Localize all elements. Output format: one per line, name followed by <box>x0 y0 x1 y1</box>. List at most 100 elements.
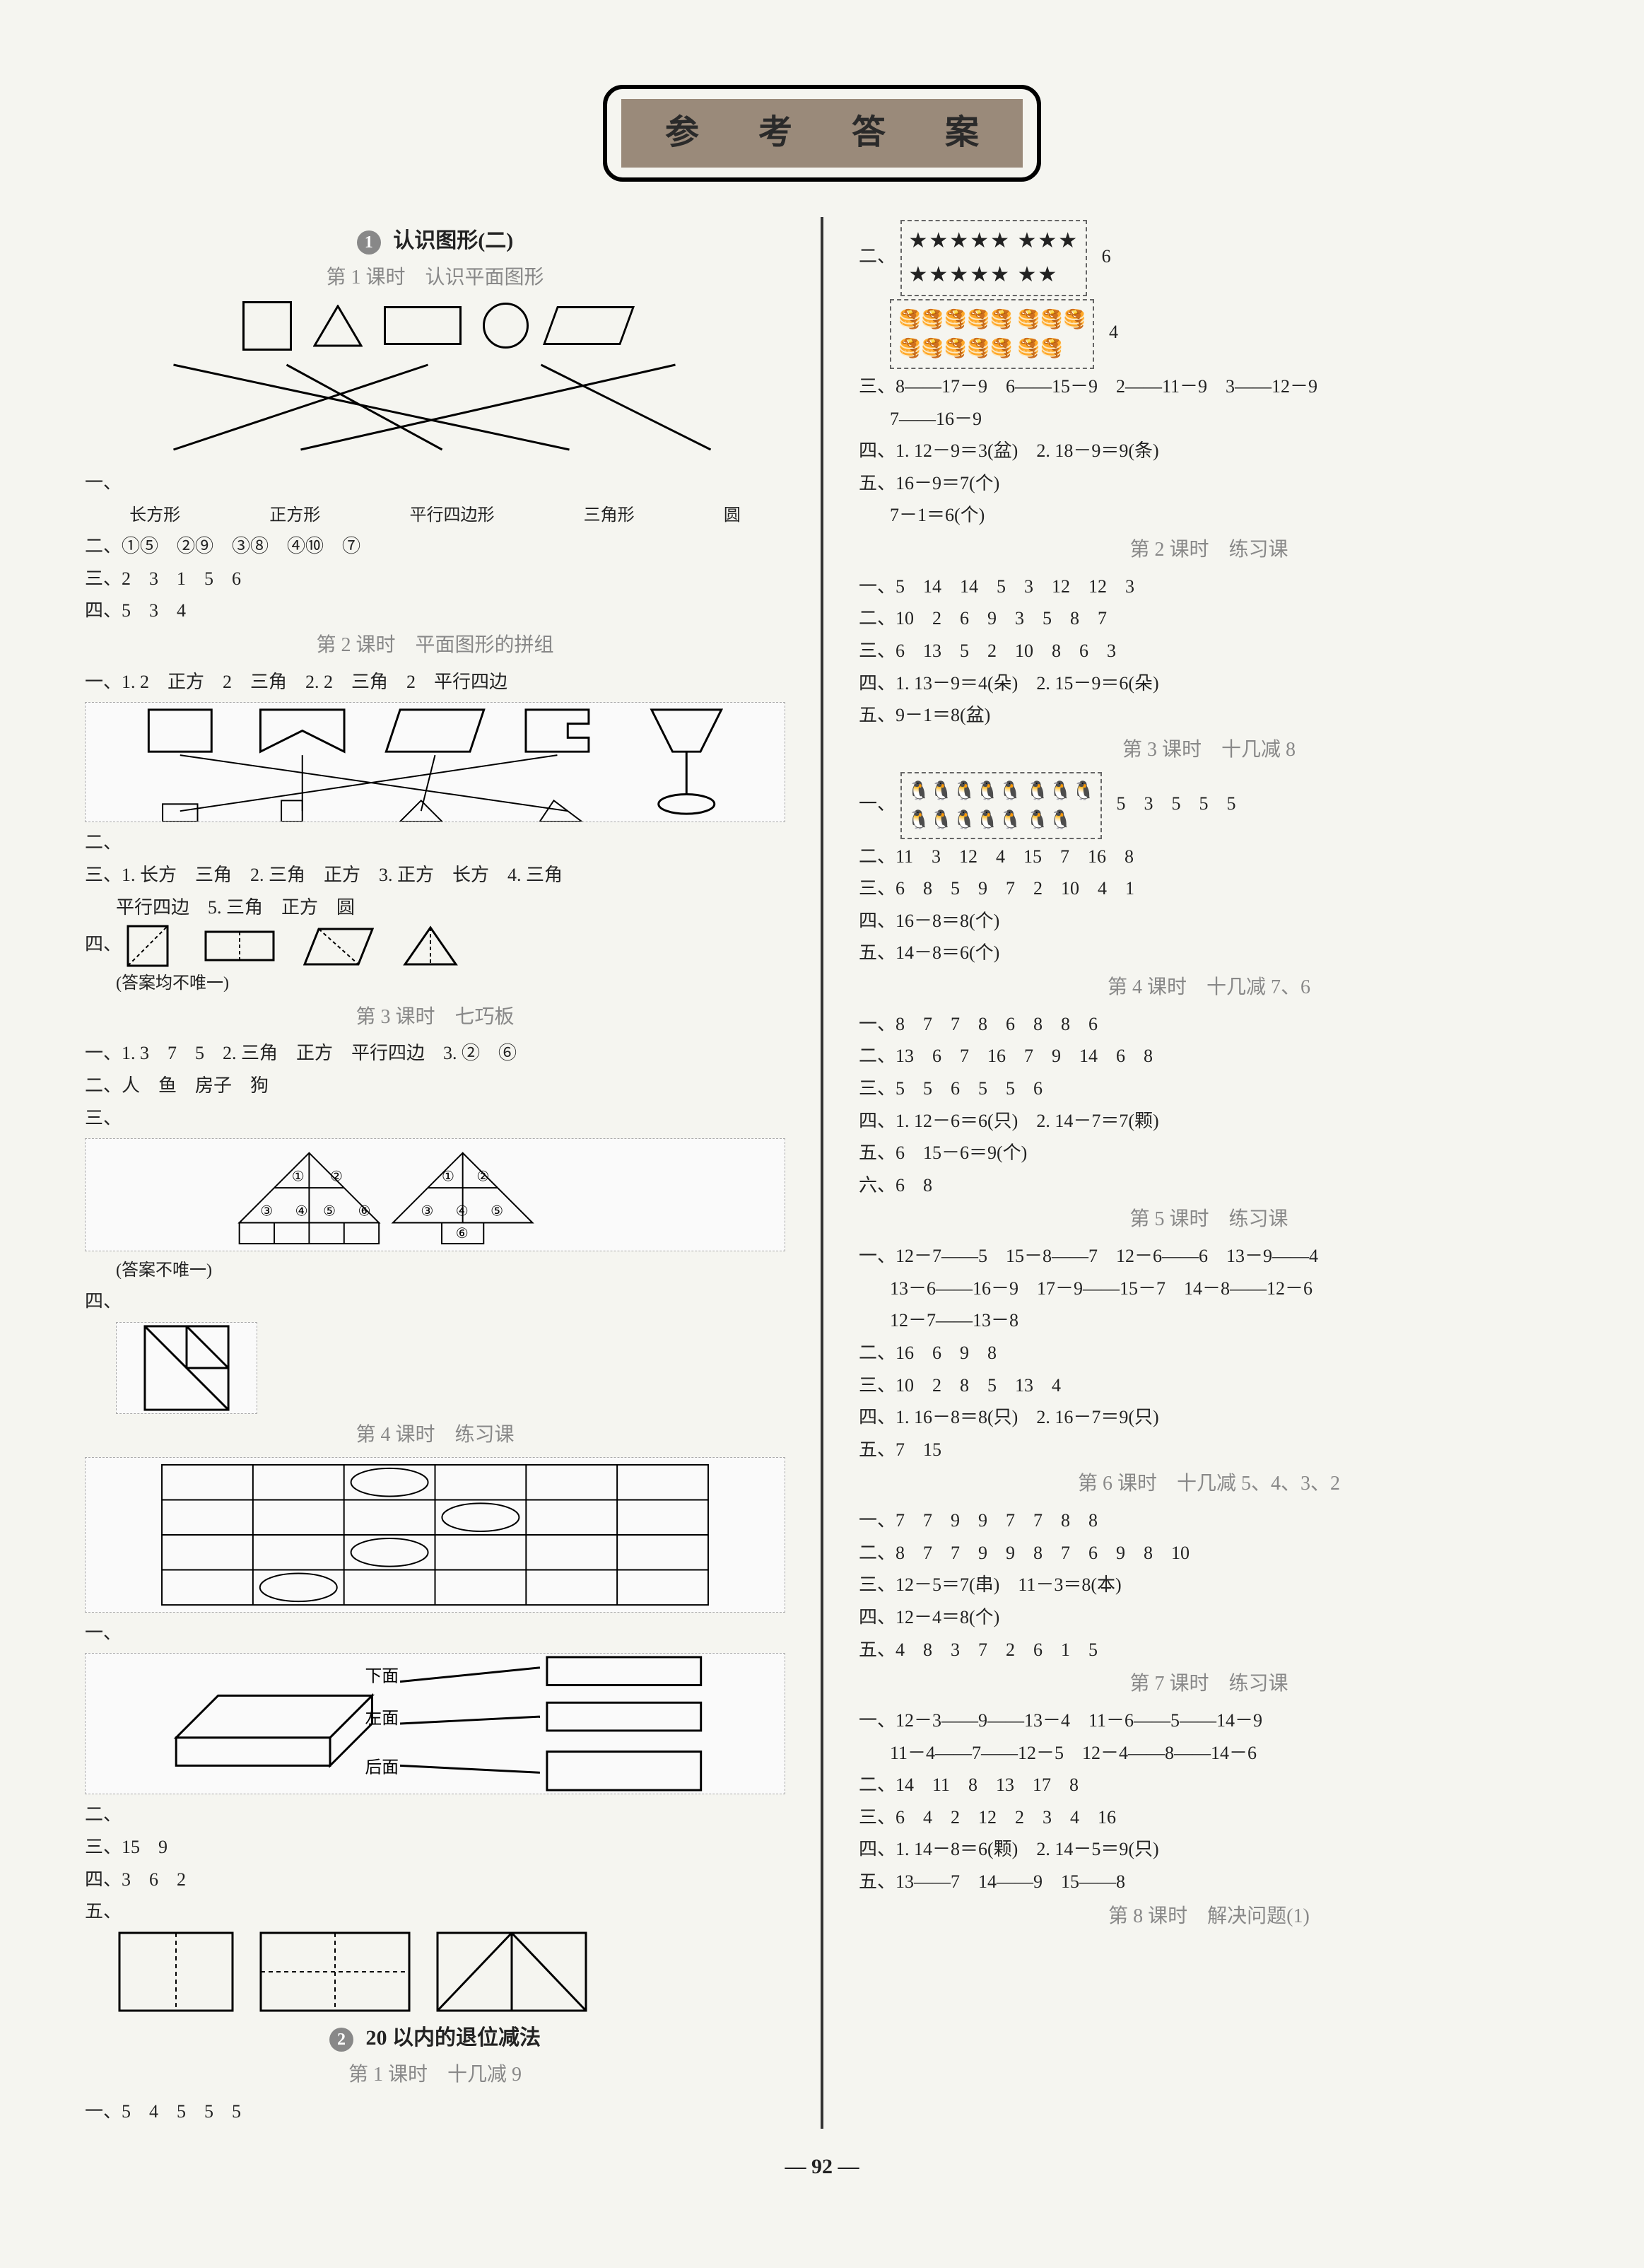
split-rect-icon <box>204 925 275 967</box>
page-number: — 92 — <box>85 2150 1559 2184</box>
svg-text:③: ③ <box>421 1204 434 1220</box>
answer-line: 7——16－9 <box>859 404 1559 434</box>
answer-line: 四、1. 13－9＝4(朵) 2. 15－9＝6(朵) <box>859 669 1559 698</box>
svg-text:④: ④ <box>456 1204 469 1220</box>
answer-line: 二、10 2 6 9 3 5 8 7 <box>859 604 1559 633</box>
shape-match-diagram <box>85 702 785 822</box>
answer-line: 二、14 11 8 13 17 8 <box>859 1770 1559 1800</box>
answer-line: 二、16 6 9 8 <box>859 1338 1559 1368</box>
answer-prefix-1: 一、 <box>85 468 785 498</box>
answer-line: 一、8 7 7 8 6 8 8 6 <box>859 1010 1559 1039</box>
fold-1 <box>116 1929 236 2014</box>
fold-diagrams <box>116 1929 785 2014</box>
shape-top-row <box>85 301 785 351</box>
label: 正方形 <box>269 502 320 529</box>
lesson-5: 第 1 课时 十几减 9 <box>85 2059 785 2091</box>
answer-line: 二、人 鱼 房子 狗 <box>85 1071 785 1101</box>
fold-2 <box>257 1929 413 2014</box>
answer-line: 二、8 7 7 9 9 8 7 6 9 8 10 <box>859 1538 1559 1568</box>
shape-labels: 长方形 正方形 平行四边形 三角形 圆 <box>85 502 785 529</box>
split-para-icon <box>303 925 374 967</box>
lesson-8: 第 4 课时 十几减 7、6 <box>859 972 1559 1004</box>
answer-line: 一、1. 3 7 5 2. 三角 正方 平行四边 3. ② ⑥ <box>85 1039 785 1068</box>
answer-line: 平行四边 5. 三角 正方 圆 <box>85 893 785 923</box>
stars-row: ★★★★★ ★★★ <box>909 229 1079 252</box>
answer-line: 三、 <box>85 1104 785 1133</box>
lesson-12: 第 8 课时 解决问题(1) <box>859 1901 1559 1933</box>
chapter-1-heading: 1 认识图形(二) <box>85 224 785 258</box>
svg-text:②: ② <box>477 1169 490 1184</box>
answer-line: 四、1. 12－6＝6(只) 2. 14－7＝7(颗) <box>859 1106 1559 1136</box>
label: 平行四边形 <box>409 502 494 529</box>
answer-line: 三、8——17－9 6——15－9 2——11－9 3——12－9 <box>859 372 1559 402</box>
answer-line: 四、5 3 4 <box>85 596 785 626</box>
prefix: 一、 <box>859 793 896 814</box>
answer-line: 三、6 13 5 2 10 8 6 3 <box>859 636 1559 666</box>
answer-prefix-2: 二、 <box>85 828 785 858</box>
lesson-7: 第 3 课时 十几减 8 <box>859 735 1559 766</box>
answer-line: 一、7 7 9 9 7 7 8 8 <box>859 1506 1559 1536</box>
answer-line: 四、 <box>85 1287 785 1316</box>
tangram-diagram: ①② ③④ ⑤⑥ ①② ③④ ⑤ ⑥ <box>85 1138 785 1251</box>
answer-line: 三、2 3 1 5 6 <box>85 564 785 594</box>
svg-text:①: ① <box>442 1169 454 1184</box>
answer-prefix: 一、 <box>85 1618 785 1648</box>
answer-line: 二、11 3 12 4 15 7 16 8 <box>859 842 1559 872</box>
content-columns: 1 认识图形(二) 第 1 课时 认识平面图形 一、 长方形 正方形 平行四边形 <box>85 217 1559 2129</box>
chapter-2-heading: 2 20 以内的退位减法 <box>85 2021 785 2055</box>
svg-text:②: ② <box>330 1169 343 1184</box>
answer-line: 五、7 15 <box>859 1435 1559 1465</box>
svg-text:⑥: ⑥ <box>456 1226 469 1241</box>
square-icon <box>242 301 292 351</box>
answer-line: 三、6 4 2 12 2 3 4 16 <box>859 1803 1559 1832</box>
svg-text:④: ④ <box>295 1204 308 1220</box>
lesson-11: 第 7 课时 练习课 <box>859 1668 1559 1700</box>
answer-line: 三、5 5 6 5 5 6 <box>859 1074 1559 1104</box>
lesson-2: 第 2 课时 平面图形的拼组 <box>85 630 785 662</box>
answer-line: 三、12－5＝7(串) 11－3＝8(本) <box>859 1570 1559 1600</box>
answer-line: 一、5 4 5 5 5 <box>85 2097 785 2127</box>
answer-line: 一、1. 2 正方 2 三角 2. 2 三角 2 平行四边 <box>85 667 785 697</box>
parallelogram-icon <box>543 306 635 345</box>
count: 4 <box>1109 322 1118 342</box>
answer-line: 五、16－9＝7(个) <box>859 469 1559 498</box>
answer-line: 三、15 9 <box>85 1832 785 1862</box>
page-title: 参 考 答 案 <box>621 99 1023 168</box>
answer-line: 五、4 8 3 7 2 6 1 5 <box>859 1635 1559 1665</box>
chapter-2-title: 20 以内的退位减法 <box>366 2026 541 2050</box>
box-faces-diagram: 下面 左面 后面 <box>85 1653 785 1794</box>
answer-line: 二、13 6 7 16 7 9 14 6 8 <box>859 1041 1559 1071</box>
answer-line: 13－6——16－9 17－9——15－7 14－8——12－6 <box>859 1274 1559 1304</box>
answer-prefix: 二、 <box>85 1800 785 1830</box>
answer-line: 六、6 8 <box>859 1171 1559 1200</box>
face-label: 后面 <box>365 1758 399 1777</box>
answer-line: 一、12－7——5 15－8——7 12－6——6 13－9——4 <box>859 1241 1559 1271</box>
coins-row: 🥞🥞🥞🥞🥞 🥞🥞🥞🥞🥞🥞🥞🥞 🥞🥞 4 <box>859 299 1559 369</box>
lesson-6: 第 2 课时 练习课 <box>859 534 1559 566</box>
answer-line: 三、6 8 5 9 7 2 10 4 1 <box>859 874 1559 904</box>
coin-icons: 🥞🥞🥞🥞🥞 🥞🥞🥞🥞🥞🥞🥞🥞 🥞🥞 <box>898 309 1086 359</box>
label: 长方形 <box>129 502 180 529</box>
answer-line: 一、12－3——9——13－4 11－6——5——14－9 <box>859 1706 1559 1736</box>
grid-table-diagram <box>85 1457 785 1613</box>
penguin-box: 🐧🐧🐧🐧🐧 🐧🐧🐧🐧🐧🐧🐧🐧 🐧🐧 <box>900 772 1102 839</box>
svg-text:⑤: ⑤ <box>491 1204 503 1220</box>
svg-text:①: ① <box>292 1169 305 1184</box>
chapter-1-num: 1 <box>357 230 381 255</box>
answer-line: 四、 <box>85 925 785 967</box>
answer-line: 五、13——7 14——9 15——8 <box>859 1867 1559 1897</box>
label: 三角形 <box>584 502 635 529</box>
note: (答案不唯一) <box>85 1257 785 1284</box>
stars-row: ★★★★★ ★★ <box>909 263 1059 286</box>
lesson-3: 第 3 课时 七巧板 <box>85 1002 785 1034</box>
answer-line: 五、14－8＝6(个) <box>859 938 1559 968</box>
right-column: 二、 ★★★★★ ★★★ ★★★★★ ★★ 6 🥞🥞🥞🥞🥞 🥞🥞🥞🥞🥞🥞🥞🥞 🥞… <box>859 217 1559 2129</box>
chapter-2-num: 2 <box>329 2028 353 2052</box>
svg-text:⑤: ⑤ <box>323 1204 336 1220</box>
face-label: 左面 <box>365 1709 399 1728</box>
label: 圆 <box>724 502 741 529</box>
prefix: 四、 <box>85 934 122 954</box>
column-divider <box>821 217 823 2129</box>
answer-line: 四、3 6 2 <box>85 1865 785 1895</box>
svg-text:③: ③ <box>261 1204 274 1220</box>
